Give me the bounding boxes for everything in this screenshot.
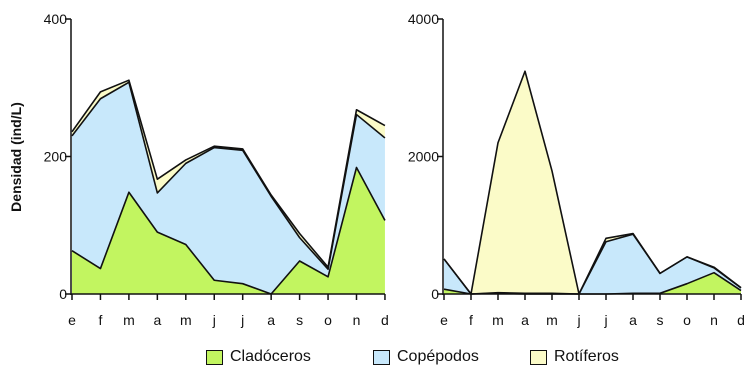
legend-swatch bbox=[530, 349, 547, 365]
x-tick-label: s bbox=[657, 312, 664, 328]
x-tick-label: f bbox=[99, 312, 103, 328]
x-tick-label: s bbox=[296, 312, 303, 328]
area-cladóceros bbox=[72, 167, 385, 294]
x-tick-label: m bbox=[492, 312, 504, 328]
x-tick-label: d bbox=[381, 312, 389, 328]
x-tick-label: a bbox=[153, 312, 161, 328]
x-tick-label: j bbox=[603, 312, 607, 328]
y-axis-label: Densidad (ind/L) bbox=[8, 102, 24, 212]
left-chart-panel: 0 200 400 e f m a m j j a s o n d bbox=[44, 11, 389, 328]
x-tick-label: a bbox=[629, 312, 637, 328]
y-tick-label: 0 bbox=[59, 286, 67, 302]
legend-label: Cladóceros bbox=[230, 348, 311, 365]
x-tick-label: o bbox=[324, 312, 332, 328]
area-copépodos bbox=[72, 82, 385, 294]
y-tick-label: 2000 bbox=[408, 149, 439, 165]
x-tick-label: a bbox=[521, 312, 529, 328]
x-tick-label: j bbox=[576, 312, 580, 328]
legend-label: Copépodos bbox=[397, 348, 479, 365]
x-tick-label: n bbox=[710, 312, 718, 328]
series-line-cladóceros bbox=[71, 166, 386, 295]
x-tick-label: m bbox=[546, 312, 558, 328]
x-tick-label: o bbox=[683, 312, 691, 328]
series-line-rotíferos bbox=[443, 70, 742, 295]
x-tick-label: e bbox=[440, 312, 448, 328]
x-tick-label: j bbox=[240, 312, 244, 328]
legend-swatch bbox=[206, 349, 223, 365]
y-tick-label: 4000 bbox=[408, 11, 439, 27]
legend-item-cladoceros: Cladóceros bbox=[206, 348, 311, 366]
x-tick-label: j bbox=[212, 312, 216, 328]
legend-item-rotiferos: Rotíferos bbox=[530, 348, 619, 366]
x-tick-label: m bbox=[123, 312, 135, 328]
legend-label: Rotíferos bbox=[554, 348, 619, 365]
x-tick-label: f bbox=[469, 312, 473, 328]
legend-item-copepodos: Copépodos bbox=[373, 348, 479, 366]
x-tick-label: n bbox=[353, 312, 361, 328]
figure: 0 200 400 e f m a m j j a s o n d 0 2000 4000 e f m a m j j a s o n… bbox=[8, 11, 745, 328]
series-line-rotíferos bbox=[71, 79, 386, 268]
legend: Cladóceros Copépodos Rotíferos bbox=[0, 340, 747, 368]
y-tick-label: 400 bbox=[44, 11, 68, 27]
area-rotíferos bbox=[444, 71, 741, 294]
x-tick-label: e bbox=[68, 312, 76, 328]
x-tick-label: a bbox=[267, 312, 275, 328]
y-tick-label: 200 bbox=[44, 149, 68, 165]
x-tick-label: m bbox=[180, 312, 192, 328]
right-chart-panel: 0 2000 4000 e f m a m j j a s o n d bbox=[408, 11, 745, 328]
x-tick-label: d bbox=[737, 312, 745, 328]
y-tick-label: 0 bbox=[431, 286, 439, 302]
area-cladóceros bbox=[444, 272, 741, 294]
legend-swatch bbox=[373, 349, 390, 365]
area-copépodos bbox=[444, 234, 741, 294]
